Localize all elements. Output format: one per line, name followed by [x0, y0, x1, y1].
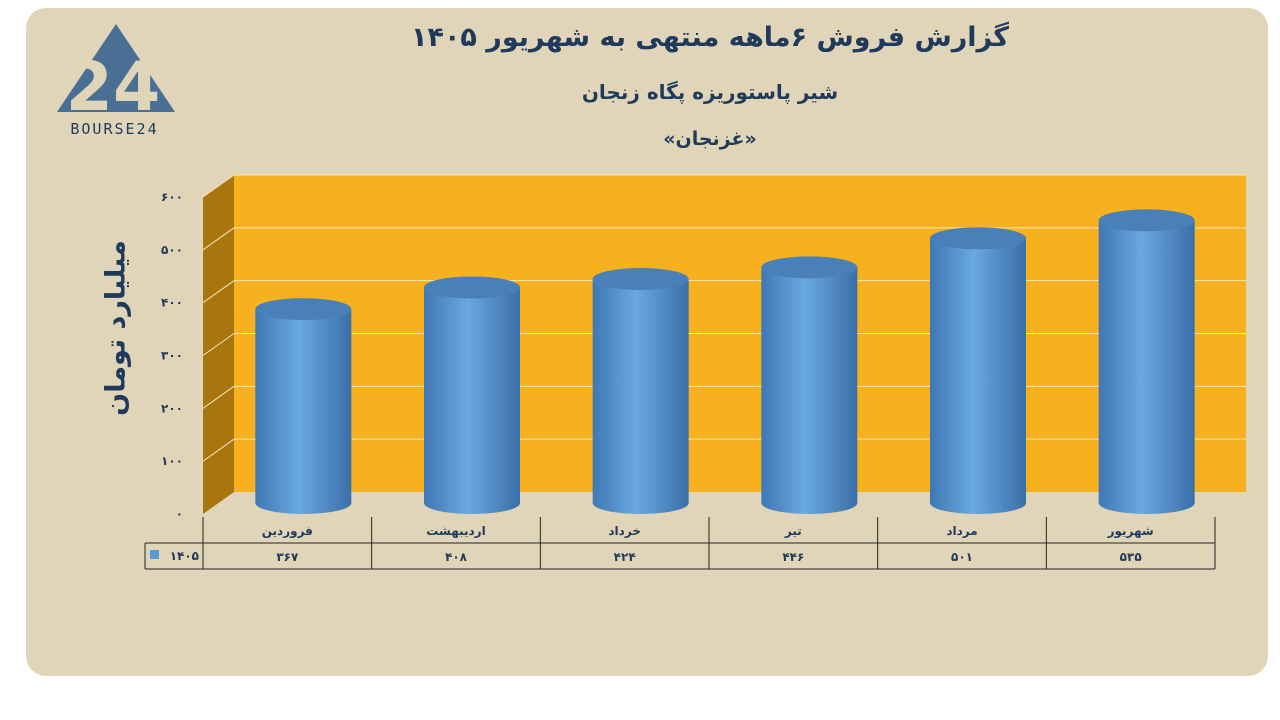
bourse24-logo-icon: 24 [57, 24, 175, 127]
bar [255, 298, 352, 515]
grid-line-side [202, 385, 235, 409]
logo-text: BOURSE24 [70, 120, 159, 138]
bar-top [255, 298, 352, 321]
category-label: مرداد [946, 524, 977, 538]
bar-top [1098, 209, 1195, 232]
data-label: ۳۶۷ [276, 550, 299, 564]
bar-body [424, 287, 520, 514]
y-tick-label: ۰ [176, 507, 183, 521]
category-label: اردیبهشت [426, 524, 485, 538]
bar [930, 227, 1026, 514]
data-label: ۵۰۱ [951, 550, 973, 564]
bar-body [1098, 220, 1195, 515]
bar-top [592, 267, 689, 290]
y-tick-label: ۶۰۰ [161, 190, 183, 204]
bar-top [930, 227, 1026, 250]
grid-line-side [202, 280, 235, 304]
bar-top [424, 276, 520, 299]
data-label: ۴۲۴ [614, 550, 636, 564]
grid-line-side [202, 227, 235, 251]
grid-line-side [202, 438, 235, 462]
data-label: ۴۴۶ [782, 550, 804, 564]
legend-series-name: ۱۴۰۵ [170, 549, 199, 563]
bar-body [255, 309, 352, 515]
bar [424, 276, 520, 514]
bar [1098, 209, 1195, 515]
plot-area [203, 175, 1246, 514]
ticker-label: «غزنجان» [663, 128, 757, 150]
data-table: فروردین اردیبهشت خرداد تیر مرداد شهریور ۳۶۷ ۴۰۸… [144, 517, 1216, 570]
grid-line-side [202, 333, 235, 356]
category-label: تیر [784, 524, 802, 538]
chart-title: گزارش فروش ۶ماهه منتهی به شهریور ۱۴۰۵ [410, 22, 1010, 53]
bar [761, 256, 858, 515]
y-tick-label: ۴۰۰ [161, 296, 183, 310]
logo-mark: 24 [66, 48, 161, 127]
bar-body [930, 238, 1026, 514]
bar-body [592, 278, 689, 515]
bar-body [761, 267, 858, 515]
bars [255, 209, 1195, 515]
bar [592, 267, 689, 515]
category-label: فروردین [262, 524, 313, 539]
chart-subtitle: شیر پاستوریزه پگاه زنجان [581, 80, 839, 104]
y-tick-label: ۵۰۰ [161, 243, 183, 257]
y-tick-label: ۳۰۰ [161, 349, 183, 363]
data-label: ۴۰۸ [445, 550, 468, 564]
y-tick-label: ۱۰۰ [161, 454, 183, 468]
data-label: ۵۳۵ [1120, 550, 1142, 564]
legend-swatch-icon [150, 550, 159, 559]
bar-top [761, 256, 858, 279]
grid-lines [202, 174, 1246, 462]
grid-line-side [202, 174, 235, 198]
y-axis-ticks: ۰ ۱۰۰ ۲۰۰ ۳۰۰ ۴۰۰ ۵۰۰ ۶۰۰ [161, 190, 183, 521]
category-label: خرداد [608, 524, 641, 538]
y-tick-label: ۲۰۰ [161, 401, 183, 415]
category-label: شهریور [1107, 524, 1154, 539]
